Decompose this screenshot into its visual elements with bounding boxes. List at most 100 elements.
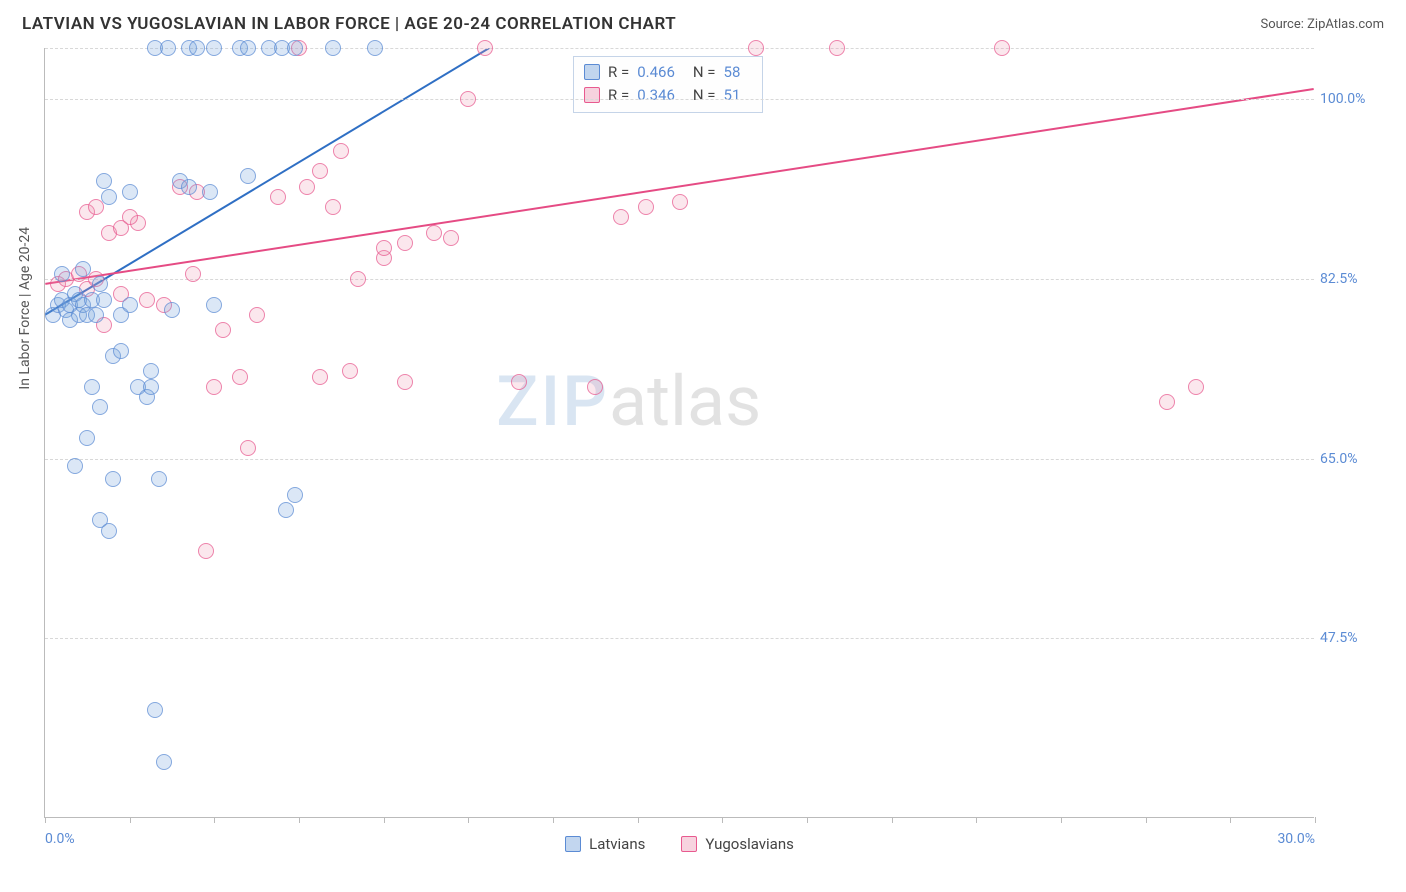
gridline: [45, 459, 1314, 460]
scatter-point-pink: [1159, 394, 1175, 410]
stats-row-pink: R =0.346N =51: [584, 84, 750, 107]
scatter-point-pink: [333, 143, 349, 159]
scatter-point-blue: [113, 343, 129, 359]
swatch-blue-icon: [584, 64, 600, 80]
x-tick: [1230, 817, 1231, 823]
gridline: [45, 638, 1314, 639]
watermark-zip: ZIP: [496, 361, 609, 443]
scatter-point-blue: [96, 292, 112, 308]
scatter-point-pink: [312, 369, 328, 385]
x-tick: [638, 817, 639, 823]
scatter-point-blue: [160, 40, 176, 56]
plot-area: In Labor Force | Age 20-24 ZIPatlas R =0…: [44, 48, 1314, 818]
scatter-point-pink: [249, 307, 265, 323]
trendline-pink: [45, 89, 1313, 284]
chart-source: Source: ZipAtlas.com: [1260, 17, 1384, 32]
scatter-point-pink: [350, 271, 366, 287]
scatter-point-pink: [672, 194, 688, 210]
scatter-point-blue: [88, 307, 104, 323]
scatter-point-blue: [240, 40, 256, 56]
watermark-atlas: atlas: [609, 361, 761, 443]
scatter-point-blue: [101, 189, 117, 205]
scatter-point-pink: [232, 369, 248, 385]
stats-row-blue: R =0.466N =58: [584, 61, 750, 84]
scatter-point-blue: [147, 702, 163, 718]
scatter-point-blue: [202, 184, 218, 200]
swatch-pink-icon: [584, 87, 600, 103]
scatter-point-pink: [397, 374, 413, 390]
x-tick: [1061, 817, 1062, 823]
x-tick-label: 30.0%: [1277, 831, 1315, 847]
gridline: [45, 99, 1314, 100]
scatter-point-blue: [92, 399, 108, 415]
gridline: [45, 279, 1314, 280]
n-value: 51: [724, 84, 741, 107]
scatter-point-blue: [278, 502, 294, 518]
scatter-point-pink: [613, 209, 629, 225]
x-tick: [45, 817, 46, 823]
x-tick: [807, 817, 808, 823]
n-label: N =: [693, 61, 716, 84]
scatter-point-pink: [829, 40, 845, 56]
x-tick: [299, 817, 300, 823]
scatter-point-pink: [443, 230, 459, 246]
y-axis-title: In Labor Force | Age 20-24: [17, 227, 33, 390]
scatter-point-blue: [206, 40, 222, 56]
x-tick: [553, 817, 554, 823]
x-tick-label: 0.0%: [45, 831, 75, 847]
scatter-point-blue: [101, 523, 117, 539]
scatter-point-blue: [143, 379, 159, 395]
x-tick: [384, 817, 385, 823]
scatter-point-pink: [312, 163, 328, 179]
r-value: 0.466: [637, 61, 675, 84]
n-label: N =: [693, 84, 716, 107]
scatter-point-blue: [84, 379, 100, 395]
scatter-point-blue: [105, 471, 121, 487]
scatter-point-blue: [287, 40, 303, 56]
scatter-point-blue: [156, 754, 172, 770]
scatter-point-pink: [460, 91, 476, 107]
scatter-point-pink: [206, 379, 222, 395]
scatter-point-blue: [75, 261, 91, 277]
x-tick: [468, 817, 469, 823]
scatter-point-blue: [143, 363, 159, 379]
scatter-point-blue: [54, 266, 70, 282]
swatch-blue-icon: [565, 836, 581, 852]
trendlines-layer: [45, 48, 1314, 817]
x-tick: [892, 817, 893, 823]
scatter-point-pink: [426, 225, 442, 241]
scatter-point-blue: [240, 168, 256, 184]
y-tick-label: 100.0%: [1320, 91, 1380, 107]
stats-legend: R =0.466N =58R =0.346N =51: [573, 56, 763, 113]
scatter-point-blue: [92, 276, 108, 292]
x-tick: [722, 817, 723, 823]
scatter-point-pink: [511, 374, 527, 390]
y-tick-label: 65.0%: [1320, 451, 1380, 467]
scatter-point-pink: [376, 240, 392, 256]
x-tick: [1146, 817, 1147, 823]
scatter-point-blue: [367, 40, 383, 56]
scatter-point-pink: [1188, 379, 1204, 395]
legend-label: Latvians: [589, 835, 645, 853]
x-tick: [976, 817, 977, 823]
scatter-point-blue: [67, 458, 83, 474]
legend-item-blue: Latvians: [565, 835, 645, 853]
r-label: R =: [608, 84, 629, 107]
chart-header: LATVIAN VS YUGOSLAVIAN IN LABOR FORCE | …: [0, 0, 1406, 44]
scatter-point-pink: [299, 179, 315, 195]
scatter-point-pink: [994, 40, 1010, 56]
scatter-point-pink: [240, 440, 256, 456]
scatter-point-blue: [122, 184, 138, 200]
scatter-point-blue: [325, 40, 341, 56]
chart-title: LATVIAN VS YUGOSLAVIAN IN LABOR FORCE | …: [22, 14, 676, 34]
scatter-point-blue: [122, 297, 138, 313]
watermark: ZIPatlas: [496, 361, 761, 443]
y-tick-label: 82.5%: [1320, 271, 1380, 287]
scatter-point-pink: [638, 199, 654, 215]
series-legend: Latvians Yugoslavians: [45, 835, 1314, 853]
n-value: 58: [724, 61, 741, 84]
legend-item-pink: Yugoslavians: [681, 835, 794, 853]
scatter-point-pink: [215, 322, 231, 338]
scatter-point-blue: [287, 487, 303, 503]
chart-container: In Labor Force | Age 20-24 ZIPatlas R =0…: [44, 48, 1384, 838]
